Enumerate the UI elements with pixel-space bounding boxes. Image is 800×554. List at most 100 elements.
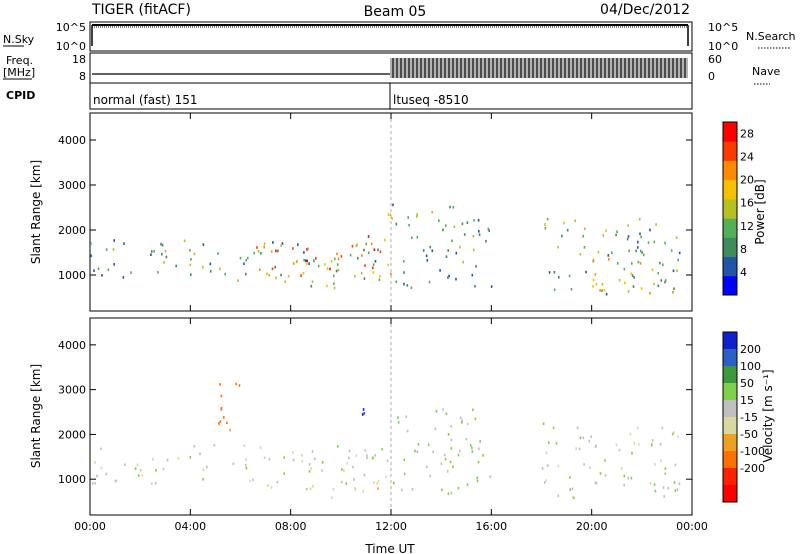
data-cell	[311, 450, 314, 453]
data-cell	[411, 236, 413, 240]
freq-label: Freq.	[6, 54, 33, 67]
data-cell	[489, 475, 492, 478]
data-cell	[93, 269, 95, 272]
data-cell	[390, 272, 392, 276]
data-cell	[348, 449, 351, 453]
freq-tick-bottom: 8	[79, 70, 86, 83]
data-cell	[472, 248, 475, 252]
data-cell	[377, 479, 380, 483]
data-cell	[557, 245, 559, 249]
data-cell	[471, 273, 474, 277]
data-cell	[639, 232, 641, 236]
y-tick-label: 1000	[58, 269, 86, 282]
data-cell	[664, 280, 666, 284]
data-cell	[651, 443, 653, 446]
data-cell	[457, 486, 460, 490]
data-cell	[627, 477, 629, 480]
data-cell	[305, 487, 308, 491]
data-cell	[674, 489, 677, 492]
cpid-mode-ltuseq: ltuseq -8510	[393, 93, 469, 107]
data-cell	[431, 210, 433, 214]
data-cell	[664, 472, 666, 475]
data-cell	[673, 287, 675, 290]
data-cell	[574, 219, 576, 223]
data-cell	[341, 468, 343, 471]
data-cell	[435, 410, 438, 413]
data-cell	[270, 250, 273, 253]
data-cell	[340, 255, 343, 258]
data-cell	[283, 456, 285, 459]
data-cell	[557, 464, 560, 468]
data-cell	[276, 480, 279, 484]
data-cell	[441, 488, 443, 492]
colorbar-swatch	[723, 141, 737, 161]
data-cell	[397, 421, 400, 424]
data-cell	[247, 256, 249, 260]
data-cell	[678, 251, 681, 255]
data-cell	[224, 272, 226, 276]
data-cell	[260, 252, 262, 255]
data-cell	[379, 275, 381, 278]
x-tick-label: 00:00	[74, 520, 106, 533]
data-cell	[633, 276, 635, 279]
data-cell	[594, 273, 597, 276]
data-cell	[300, 274, 302, 277]
data-cell	[268, 457, 271, 461]
data-cell	[599, 472, 602, 475]
data-cell	[239, 256, 242, 260]
data-cell	[312, 484, 314, 488]
data-cell	[416, 213, 418, 216]
data-cell	[392, 203, 394, 207]
data-cell	[243, 262, 245, 265]
data-cell	[373, 248, 376, 251]
data-cell	[673, 431, 675, 434]
data-cell	[664, 279, 667, 282]
data-cell	[618, 448, 621, 452]
colorbar-swatch	[723, 451, 737, 469]
data-cell	[546, 217, 549, 221]
colorbar-tick-label: -15	[740, 411, 758, 424]
power-colorbar: 4 8 12 16 20 24 28	[722, 121, 754, 296]
data-cell	[440, 462, 443, 465]
data-cell	[263, 242, 266, 246]
data-cell	[592, 278, 595, 282]
data-cell	[245, 272, 247, 276]
data-cell	[448, 274, 450, 278]
colorbar-swatch	[723, 256, 737, 277]
data-cell	[653, 483, 656, 486]
data-cell	[346, 462, 349, 465]
velocity-panel	[89, 317, 693, 516]
data-cell	[345, 482, 348, 485]
data-cell	[270, 486, 273, 489]
data-cell	[331, 496, 333, 499]
data-cell	[403, 472, 406, 476]
data-cell	[164, 250, 167, 253]
data-cell	[354, 487, 356, 490]
data-cell	[592, 285, 594, 288]
colorbar-tick-label: 12	[740, 220, 754, 233]
colorbar-swatch	[723, 434, 737, 452]
data-cell	[590, 435, 593, 438]
data-cell	[403, 458, 406, 462]
data-cell	[220, 406, 223, 410]
data-cell	[113, 239, 115, 242]
data-cell	[461, 222, 464, 226]
data-cell	[189, 263, 192, 267]
data-cell	[426, 465, 428, 469]
data-cell	[389, 213, 392, 216]
data-cell	[449, 460, 452, 464]
y-tick-label: 1000	[58, 473, 86, 486]
data-cell	[623, 483, 625, 487]
data-cell	[584, 227, 586, 231]
data-cell	[355, 244, 358, 248]
data-cell	[366, 456, 368, 460]
data-cell	[361, 413, 364, 416]
data-cell	[629, 432, 632, 436]
x-tick-label: 20:00	[576, 520, 608, 533]
data-cell	[395, 222, 398, 226]
data-cell	[664, 241, 666, 245]
data-cell	[190, 258, 192, 261]
data-cell	[602, 234, 604, 237]
data-cell	[579, 253, 582, 256]
